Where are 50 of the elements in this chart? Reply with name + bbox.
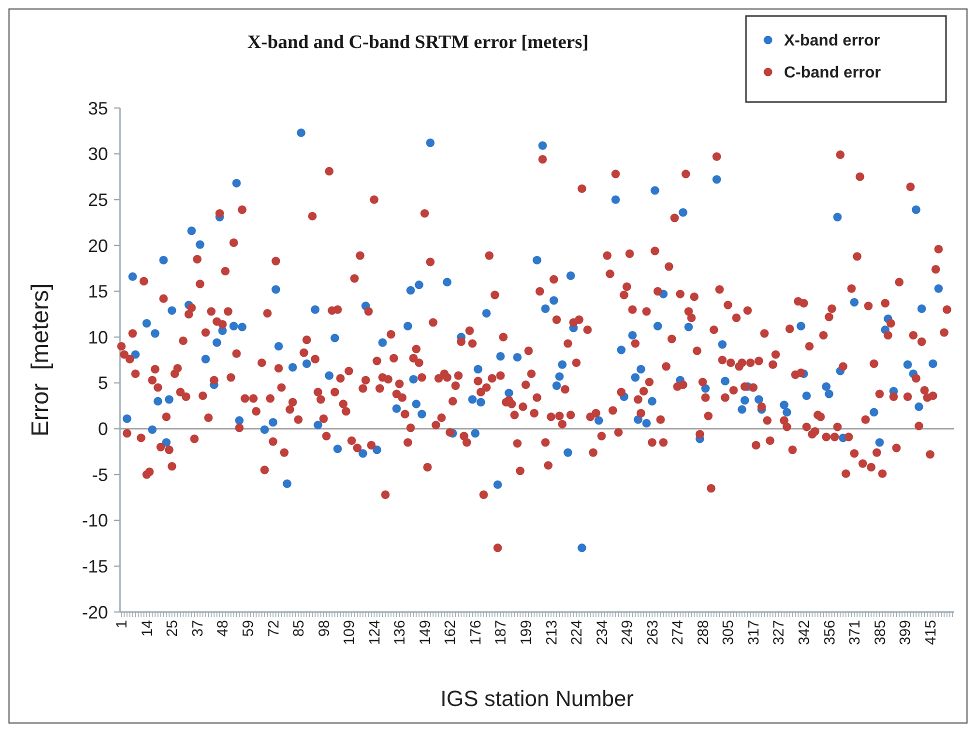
x-tick-label: 199 [518, 620, 536, 646]
x-tick-label: 399 [897, 620, 914, 646]
x-tick-label: 224 [568, 620, 586, 646]
x-tick-label: 59 [240, 620, 258, 637]
x-tick-label: 288 [694, 620, 712, 646]
x-tick-label: 124 [366, 620, 384, 646]
y-tick-label: -20 [82, 602, 108, 622]
y-tick-label: -15 [82, 556, 108, 576]
y-tick-label: 35 [88, 98, 108, 118]
x-tick-label: 85 [290, 620, 308, 637]
chart-title: X-band and C-band SRTM error [meters] [247, 32, 589, 53]
x-tick-label: 98 [316, 620, 333, 637]
legend-label: C-band error [784, 64, 881, 82]
x-tick-label: 234 [594, 620, 611, 646]
x-tick-label: 48 [214, 620, 232, 637]
x-tick-label: 415 [922, 620, 940, 646]
x-tick-label: 1 [114, 620, 131, 628]
x-tick-label: 327 [770, 620, 788, 646]
x-tick-label: 342 [796, 620, 814, 646]
y-tick-label: -10 [82, 510, 108, 531]
x-tick-label: 25 [164, 620, 182, 637]
y-tick-label: -5 [92, 464, 108, 485]
x-tick-label: 14 [138, 620, 156, 637]
y-tick-label: 10 [88, 327, 108, 348]
y-tick-label: 5 [98, 373, 108, 394]
y-tick-label: 0 [98, 419, 108, 440]
x-tick-label: 176 [467, 620, 484, 646]
x-tick-label: 305 [720, 620, 738, 646]
x-tick-label: 356 [821, 620, 838, 646]
x-tick-label: 385 [872, 620, 889, 646]
x-tick-label: 274 [670, 620, 687, 646]
x-tick-label: 149 [416, 620, 434, 646]
x-tick-label: 109 [341, 620, 358, 646]
x-tick-label: 162 [442, 620, 460, 646]
y-tick-label: 25 [88, 190, 108, 210]
y-tick-label: 20 [88, 236, 108, 256]
y-axis-title: Error [meters] [27, 283, 54, 437]
x-tick-label: 249 [619, 620, 636, 646]
x-tick-label: 37 [189, 620, 206, 637]
x-tick-label: 72 [265, 620, 282, 637]
x-tick-label: 187 [492, 620, 510, 646]
x-tick-label: 213 [543, 620, 560, 646]
y-tick-label: 15 [88, 282, 108, 302]
x-axis-title: IGS station Number [440, 686, 634, 711]
x-tick-label: 317 [745, 620, 762, 646]
x-tick-label: 263 [644, 620, 662, 646]
x-tick-label: 371 [846, 620, 864, 646]
legend-label: X-band error [784, 32, 880, 50]
y-tick-label: 30 [88, 144, 108, 164]
x-tick-label: 136 [392, 620, 409, 646]
